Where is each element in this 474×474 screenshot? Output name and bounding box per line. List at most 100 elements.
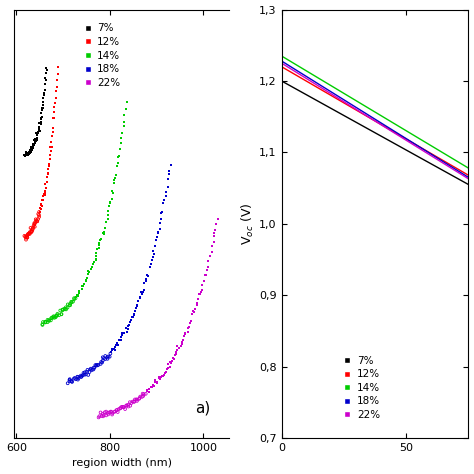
Point — [161, 371, 168, 378]
Point — [33, 134, 41, 142]
Point — [104, 208, 112, 215]
Point — [66, 301, 74, 309]
Point — [118, 329, 126, 337]
Point — [67, 298, 75, 306]
Point — [171, 352, 178, 359]
Point — [28, 228, 36, 235]
Point — [106, 200, 113, 207]
Point — [30, 222, 37, 230]
Point — [27, 144, 35, 151]
Point — [36, 127, 43, 135]
Point — [210, 229, 218, 237]
Point — [21, 152, 28, 159]
Point — [37, 118, 45, 126]
Point — [52, 313, 59, 321]
Point — [31, 138, 38, 146]
Point — [41, 188, 49, 195]
Point — [138, 290, 146, 298]
Point — [26, 230, 34, 237]
Point — [120, 111, 128, 119]
Point — [55, 311, 63, 319]
Point — [73, 373, 81, 381]
Point — [77, 372, 85, 379]
Point — [99, 410, 106, 418]
Point — [123, 328, 130, 336]
Point — [43, 178, 51, 186]
Point — [36, 208, 43, 216]
Y-axis label: V$_{oc}$ (V): V$_{oc}$ (V) — [240, 202, 256, 245]
Point — [23, 151, 31, 158]
Point — [145, 388, 152, 396]
Point — [74, 373, 82, 381]
Point — [69, 298, 77, 305]
Point — [54, 63, 62, 70]
Point — [94, 362, 101, 369]
Point — [169, 355, 176, 362]
Point — [25, 230, 32, 237]
Point — [108, 411, 116, 419]
Point — [156, 375, 164, 383]
Point — [131, 308, 139, 315]
Point — [22, 234, 30, 242]
Point — [137, 289, 145, 296]
Point — [147, 383, 155, 391]
Point — [117, 139, 125, 147]
Point — [186, 319, 193, 327]
Point — [165, 167, 173, 174]
Point — [56, 307, 64, 314]
Point — [37, 200, 45, 208]
Point — [100, 229, 107, 237]
Point — [27, 148, 35, 156]
Point — [104, 355, 111, 363]
Point — [25, 149, 33, 156]
Point — [54, 310, 61, 318]
Point — [143, 387, 150, 394]
Point — [120, 122, 128, 129]
Point — [43, 76, 50, 83]
Point — [51, 104, 58, 111]
Point — [45, 316, 53, 324]
Point — [97, 235, 105, 242]
Point — [52, 99, 59, 106]
Point — [125, 325, 132, 332]
Point — [149, 381, 156, 389]
Point — [43, 184, 50, 191]
Point — [157, 374, 165, 381]
Point — [37, 120, 45, 128]
Point — [125, 321, 133, 328]
Point — [47, 147, 55, 155]
Point — [97, 358, 105, 366]
Point — [103, 354, 111, 361]
Point — [119, 403, 127, 411]
Point — [153, 379, 161, 387]
Point — [191, 305, 199, 313]
Point — [140, 391, 147, 398]
Point — [155, 228, 162, 236]
Point — [32, 137, 40, 145]
Point — [184, 324, 192, 332]
Point — [26, 228, 34, 236]
Point — [214, 215, 221, 222]
Point — [37, 115, 45, 123]
Point — [62, 305, 69, 313]
Point — [206, 252, 213, 259]
Point — [49, 128, 57, 136]
Point — [137, 293, 144, 301]
Point — [118, 331, 126, 338]
Point — [100, 412, 107, 420]
Point — [34, 129, 42, 137]
Point — [96, 241, 103, 249]
Point — [42, 318, 49, 326]
Point — [22, 236, 30, 244]
Point — [146, 263, 154, 271]
Point — [166, 363, 174, 371]
Point — [92, 255, 100, 263]
Point — [102, 408, 110, 415]
Point — [27, 228, 35, 236]
Point — [154, 378, 161, 386]
Point — [37, 206, 45, 213]
Point — [37, 109, 45, 117]
Point — [124, 401, 132, 409]
Point — [48, 132, 56, 140]
Point — [126, 398, 134, 406]
